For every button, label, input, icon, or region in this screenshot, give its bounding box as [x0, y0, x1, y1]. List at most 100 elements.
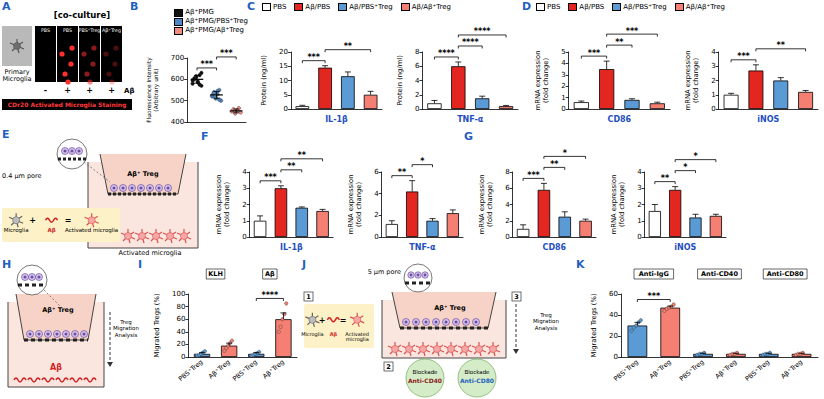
svg-text:40: 40	[609, 311, 618, 319]
svg-text:**: **	[287, 162, 296, 171]
svg-text:80: 80	[176, 303, 185, 311]
svg-text:0: 0	[374, 233, 378, 241]
svg-text:*: *	[693, 152, 698, 161]
svg-text:(fold change): (fold change)	[618, 182, 626, 228]
svg-text:20: 20	[609, 332, 618, 340]
svg-text:Aβ: Aβ	[330, 331, 338, 338]
svg-text:PBS⁺Treg: PBS⁺Treg	[678, 358, 706, 383]
svg-text:*: *	[420, 157, 425, 166]
svg-text:Migrated Tregs (%): Migrated Tregs (%)	[590, 293, 598, 357]
svg-text:Aβ: Aβ	[47, 227, 55, 234]
svg-text:(fold change): (fold change)	[355, 182, 363, 228]
svg-text:Aβ⁺Treg: Aβ⁺Treg	[648, 358, 673, 381]
svg-text:(fold change): (fold change)	[542, 58, 550, 104]
svg-text:4: 4	[415, 77, 420, 85]
svg-text:2: 2	[561, 82, 565, 90]
svg-text:Protein (ng/ml): Protein (ng/ml)	[260, 55, 268, 106]
svg-text:*: *	[683, 163, 688, 172]
svg-text:Blockade: Blockade	[412, 369, 438, 375]
svg-text:0: 0	[637, 233, 641, 241]
svg-text:mRNA expression: mRNA expression	[684, 51, 692, 111]
svg-text:**: **	[615, 38, 624, 47]
svg-text:6: 6	[505, 184, 510, 192]
svg-text:****: ****	[462, 38, 480, 47]
svg-text:4: 4	[374, 190, 379, 198]
svg-text:Anti-CD40: Anti-CD40	[408, 377, 442, 384]
svg-text:1: 1	[242, 217, 246, 225]
svg-text:***: ***	[648, 292, 661, 301]
svg-text:*: *	[563, 149, 568, 158]
svg-text:CDr20 Activated Microglia Stai: CDr20 Activated Microglia Staining	[8, 101, 127, 109]
svg-text:KLH: KLH	[208, 270, 223, 278]
svg-text:=: =	[340, 316, 347, 325]
svg-text:6: 6	[374, 168, 379, 176]
svg-text:+: +	[319, 316, 326, 325]
svg-text:IL-1β: IL-1β	[325, 115, 348, 124]
svg-text:iNOS: iNOS	[674, 243, 696, 252]
svg-text:***: ***	[626, 27, 639, 36]
svg-text:Blockade: Blockade	[464, 369, 490, 375]
svg-text:**: **	[298, 151, 307, 160]
svg-text:Microglia: Microglia	[4, 227, 29, 234]
svg-text:Activated microglia: Activated microglia	[65, 227, 118, 234]
svg-text:4: 4	[505, 201, 510, 209]
svg-text:Protein (ng/ml): Protein (ng/ml)	[396, 55, 404, 106]
svg-text:Aβ: Aβ	[124, 87, 134, 95]
svg-text:2: 2	[505, 217, 509, 225]
svg-text:mRNA expression: mRNA expression	[215, 175, 223, 235]
svg-text:60: 60	[609, 290, 618, 298]
svg-text:TNF-α: TNF-α	[457, 115, 484, 124]
svg-text:Anti-IgG: Anti-IgG	[639, 270, 669, 278]
svg-text:0: 0	[415, 105, 419, 113]
svg-text:=: =	[65, 216, 72, 225]
svg-text:400: 400	[171, 118, 184, 126]
svg-text:Anti-CD80: Anti-CD80	[767, 270, 804, 278]
svg-text:0: 0	[613, 353, 617, 361]
svg-text:mRNA expression: mRNA expression	[347, 175, 355, 235]
svg-text:****: ****	[261, 291, 279, 300]
svg-text:Aβ⁺Treg: Aβ⁺Treg	[102, 28, 121, 33]
svg-text:***: ***	[220, 49, 233, 58]
svg-text:Aβ⁺ Treg: Aβ⁺ Treg	[434, 304, 466, 312]
svg-text:5: 5	[561, 48, 565, 56]
svg-text:4: 4	[561, 59, 566, 67]
svg-text:PBS⁺Treg: PBS⁺Treg	[231, 358, 259, 383]
svg-text:1: 1	[637, 217, 641, 225]
svg-text:***: ***	[527, 171, 540, 180]
svg-text:PBS⁺Treg: PBS⁺Treg	[79, 28, 101, 33]
svg-text:+: +	[64, 86, 71, 95]
svg-text:0: 0	[181, 353, 185, 361]
svg-text:Fluorescence Intensity: Fluorescence Intensity	[146, 57, 153, 123]
svg-text:Migrated Tregs (%): Migrated Tregs (%)	[153, 293, 161, 357]
svg-text:***: ***	[588, 49, 601, 58]
svg-text:PBS⁺Treg: PBS⁺Treg	[612, 358, 640, 383]
svg-text:**: **	[777, 41, 786, 50]
svg-text:Activatedmicroglia: Activatedmicroglia	[345, 331, 369, 344]
svg-text:0: 0	[711, 105, 715, 113]
svg-text:4: 4	[711, 48, 716, 56]
svg-text:PBS⁺Treg: PBS⁺Treg	[177, 358, 205, 383]
svg-text:2: 2	[242, 201, 246, 209]
svg-text:mRNA expression: mRNA expression	[610, 175, 618, 235]
svg-text:4: 4	[637, 168, 642, 176]
svg-text:3: 3	[514, 293, 519, 301]
svg-text:Aβ⁺Treg: Aβ⁺Treg	[207, 358, 232, 381]
svg-text:1: 1	[561, 94, 565, 102]
svg-text:PBS⁺Treg: PBS⁺Treg	[744, 358, 772, 383]
svg-text:(fold change): (fold change)	[486, 182, 494, 228]
svg-text:[co-culture]: [co-culture]	[54, 10, 110, 20]
svg-text:TregMigrationAnalysis: TregMigrationAnalysis	[113, 319, 139, 339]
svg-text:Aβ⁺Treg: Aβ⁺Treg	[779, 358, 804, 381]
svg-text:100: 100	[172, 290, 185, 298]
svg-text:+: +	[86, 86, 93, 95]
svg-text:2: 2	[637, 201, 641, 209]
svg-text:-: -	[44, 86, 47, 95]
svg-text:***: ***	[737, 52, 750, 61]
svg-text:1: 1	[711, 91, 715, 99]
svg-text:2: 2	[386, 363, 391, 371]
svg-text:Anti-CD40: Anti-CD40	[701, 270, 738, 278]
svg-text:700: 700	[171, 54, 184, 62]
svg-text:2: 2	[711, 77, 715, 85]
svg-text:5: 5	[283, 91, 287, 99]
svg-text:Aβ⁺Treg: Aβ⁺Treg	[714, 358, 739, 381]
